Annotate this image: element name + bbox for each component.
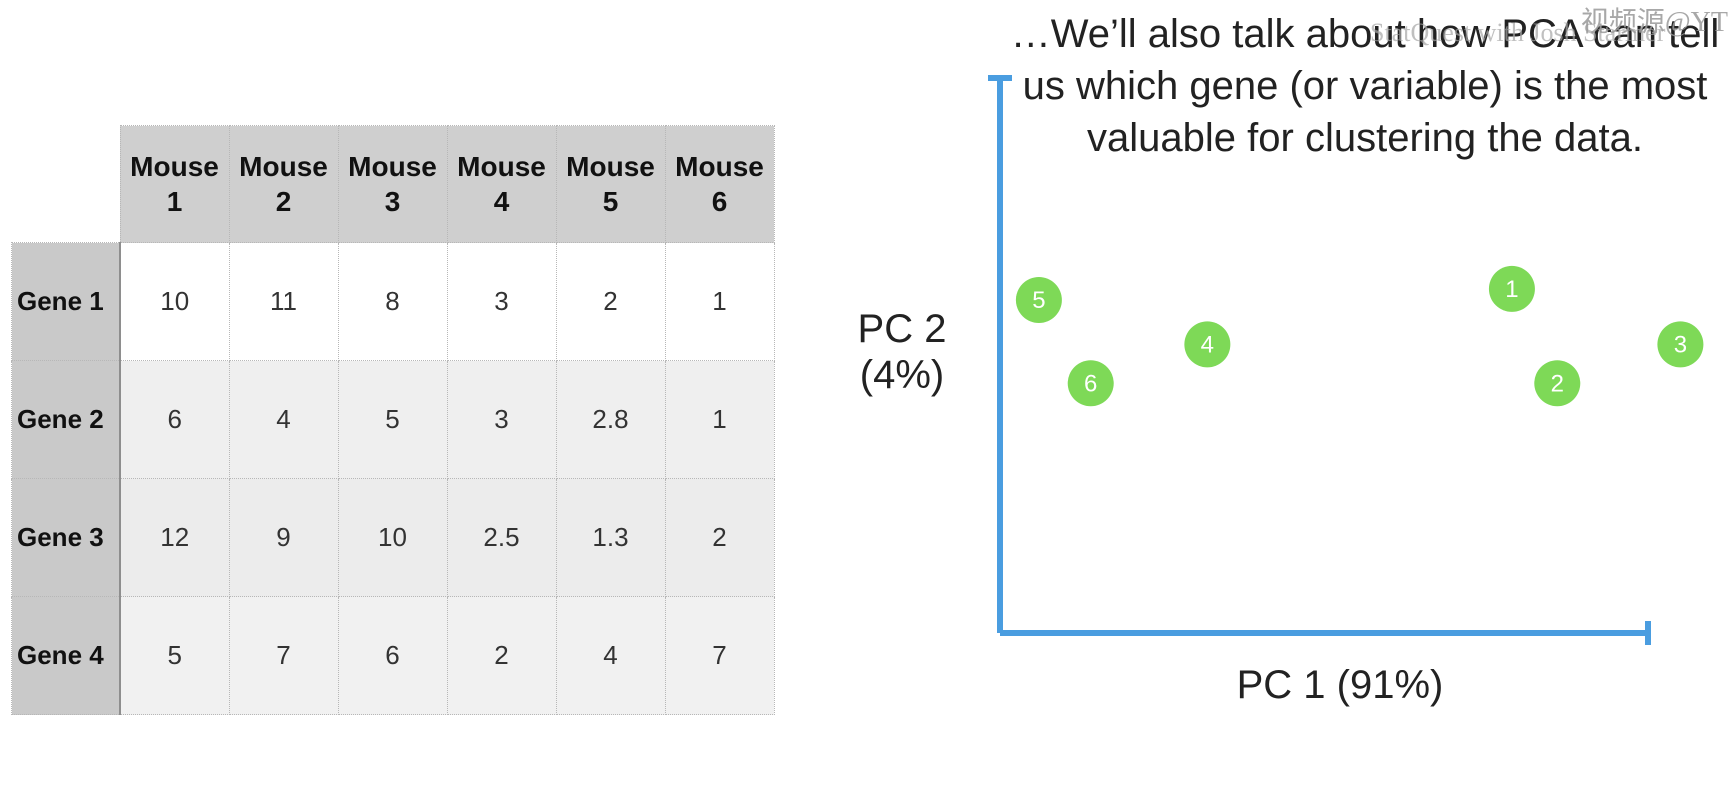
- data-point-label: 4: [1201, 331, 1214, 358]
- data-point-marker: [1488, 265, 1535, 312]
- table-cell: 7: [664, 596, 775, 715]
- table-cell: 4: [555, 596, 666, 715]
- data-point-label: 2: [1551, 370, 1564, 397]
- plot-points: 1 2 3 4 5 6: [1015, 265, 1704, 407]
- x-axis-label: PC 1 (91%): [1236, 663, 1444, 707]
- table-cell: 10: [337, 478, 448, 597]
- watermark: 视频源@YT: [1580, 7, 1728, 38]
- table-row: Gene 2 6 4 5 3 2.8 1: [11, 360, 775, 479]
- table-row: Gene 4 5 7 6 2 4 7: [11, 596, 775, 715]
- data-point-marker: [1015, 277, 1062, 323]
- data-point-marker: [1067, 360, 1114, 407]
- data-point-marker: [1657, 321, 1704, 368]
- table-cell: 1.3: [555, 478, 666, 597]
- data-point: 3: [1657, 321, 1704, 368]
- table-cell: 10: [119, 242, 230, 361]
- table-cell: 6: [119, 360, 230, 479]
- row-header: Gene 3: [11, 478, 121, 597]
- y-axis-label-line-1: PC 2: [857, 307, 947, 351]
- column-header: Mouse 2: [228, 125, 339, 243]
- table-row: Gene 1 10 11 8 3 2 1: [11, 242, 775, 361]
- data-point-label: 6: [1084, 370, 1097, 397]
- column-header: Mouse 5: [555, 125, 666, 243]
- column-header: Mouse 6: [664, 125, 775, 243]
- table-cell: 7: [228, 596, 339, 715]
- table-cell: 2: [664, 478, 775, 597]
- data-point-marker: [1184, 321, 1231, 368]
- y-axis-label: PC 2 (4%): [842, 306, 962, 398]
- watermark-overlay: StatQuest with Josh Starmer: [1370, 18, 1666, 47]
- table-header-row: Mouse 1 Mouse 2 Mouse 3 Mouse 4 Mouse 5 …: [11, 125, 775, 243]
- plot-axes: [988, 75, 1651, 645]
- table-cell: 5: [337, 360, 448, 479]
- y-axis-label-line-2: (4%): [859, 353, 945, 397]
- table-cell: 8: [337, 242, 448, 361]
- data-point: 6: [1067, 360, 1114, 407]
- row-header: Gene 4: [11, 596, 121, 715]
- gene-expression-table: Mouse 1 Mouse 2 Mouse 3 Mouse 4 Mouse 5 …: [11, 125, 775, 715]
- table-cell: 5: [119, 596, 230, 715]
- table-corner: [11, 125, 120, 243]
- column-header: Mouse 1: [119, 125, 230, 243]
- data-point: 2: [1534, 360, 1581, 407]
- table-cell: 3: [446, 242, 557, 361]
- table-cell: 11: [228, 242, 339, 361]
- table-cell: 12: [119, 478, 230, 597]
- column-header: Mouse 4: [446, 125, 557, 243]
- data-point-label: 1: [1505, 276, 1518, 303]
- data-point-label: 3: [1674, 331, 1687, 358]
- data-point-marker: [1534, 360, 1581, 407]
- slide-caption: …We’ll also talk about how PCA can tell …: [1010, 12, 1720, 160]
- table-row: Gene 3 12 9 10 2.5 1.3 2: [11, 478, 775, 597]
- table-cell: 1: [664, 360, 775, 479]
- data-point: 4: [1184, 321, 1231, 368]
- data-point: 1: [1488, 265, 1535, 312]
- table-cell: 3: [446, 360, 557, 479]
- table-cell: 2.8: [555, 360, 666, 479]
- table-cell: 2: [555, 242, 666, 361]
- table-cell: 9: [228, 478, 339, 597]
- data-point: 5: [1015, 277, 1062, 323]
- column-header: Mouse 3: [337, 125, 448, 243]
- data-point-label: 5: [1032, 287, 1045, 314]
- row-header: Gene 2: [11, 360, 121, 479]
- row-header: Gene 1: [11, 242, 121, 361]
- table-cell: 4: [228, 360, 339, 479]
- table-cell: 6: [337, 596, 448, 715]
- table-cell: 1: [664, 242, 775, 361]
